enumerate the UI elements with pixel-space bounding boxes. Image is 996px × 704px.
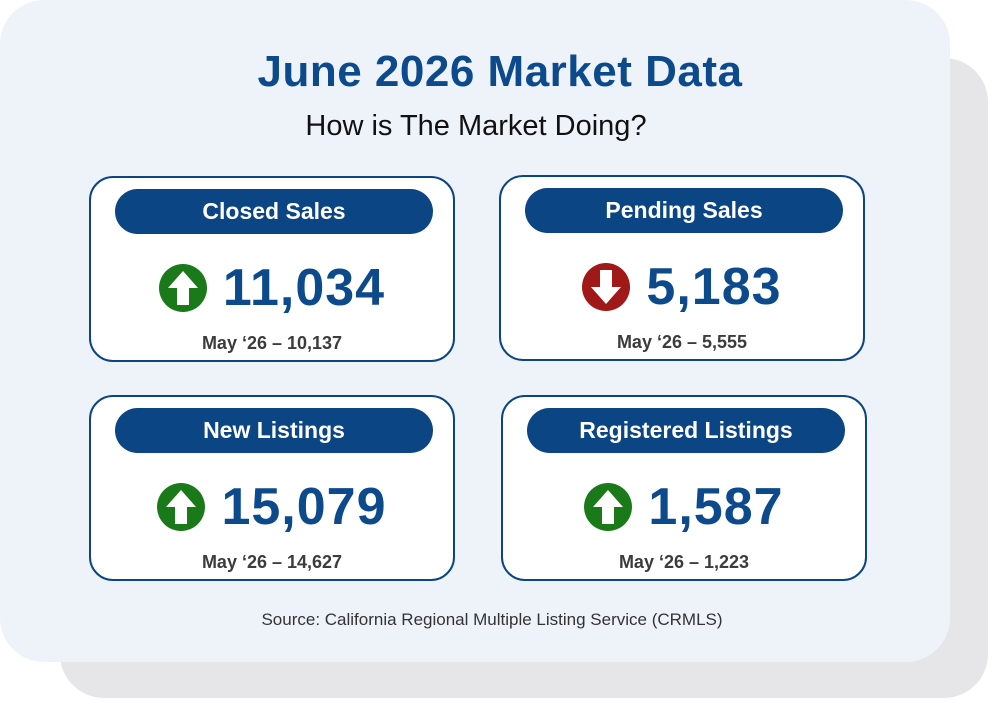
source-citation: Source: California Regional Multiple Lis… [261, 610, 723, 629]
metric-value: 15,079 [221, 478, 387, 536]
value-row: 1,587 [503, 477, 865, 537]
card-registered-listings: Registered Listings 1,587 May ‘26 – 1,22… [501, 395, 867, 581]
main-panel: June 2026 Market Data How is The Market … [0, 0, 950, 662]
value-row: 11,034 [91, 258, 453, 318]
trend-down-icon [582, 263, 631, 311]
value-row: 15,079 [91, 477, 453, 537]
metric-value: 5,183 [646, 258, 782, 316]
card-label: Closed Sales [115, 189, 433, 234]
card-label: New Listings [115, 408, 433, 453]
trend-up-icon [584, 483, 633, 531]
previous-month-value: May ‘26 – 10,137 [201, 333, 343, 353]
previous-month-value: May ‘26 – 1,223 [618, 552, 750, 572]
page-title: June 2026 Market Data [257, 47, 743, 96]
metric-value: 11,034 [222, 259, 386, 317]
previous-month-value: May ‘26 – 14,627 [201, 552, 343, 572]
card-new-listings: New Listings 15,079 May ‘26 – 14,627 [89, 395, 455, 581]
trend-up-icon [158, 264, 207, 312]
page-subtitle: How is The Market Doing? [305, 110, 647, 142]
card-closed-sales: Closed Sales 11,034 May ‘26 – 10,137 [89, 176, 455, 362]
trend-up-icon [157, 483, 206, 531]
card-label: Pending Sales [525, 188, 843, 233]
metric-value: 1,587 [648, 478, 784, 536]
card-label: Registered Listings [527, 408, 845, 453]
value-row: 5,183 [501, 257, 863, 317]
previous-month-value: May ‘26 – 5,555 [616, 332, 748, 352]
card-pending-sales: Pending Sales 5,183 May ‘26 – 5,555 [499, 175, 865, 361]
